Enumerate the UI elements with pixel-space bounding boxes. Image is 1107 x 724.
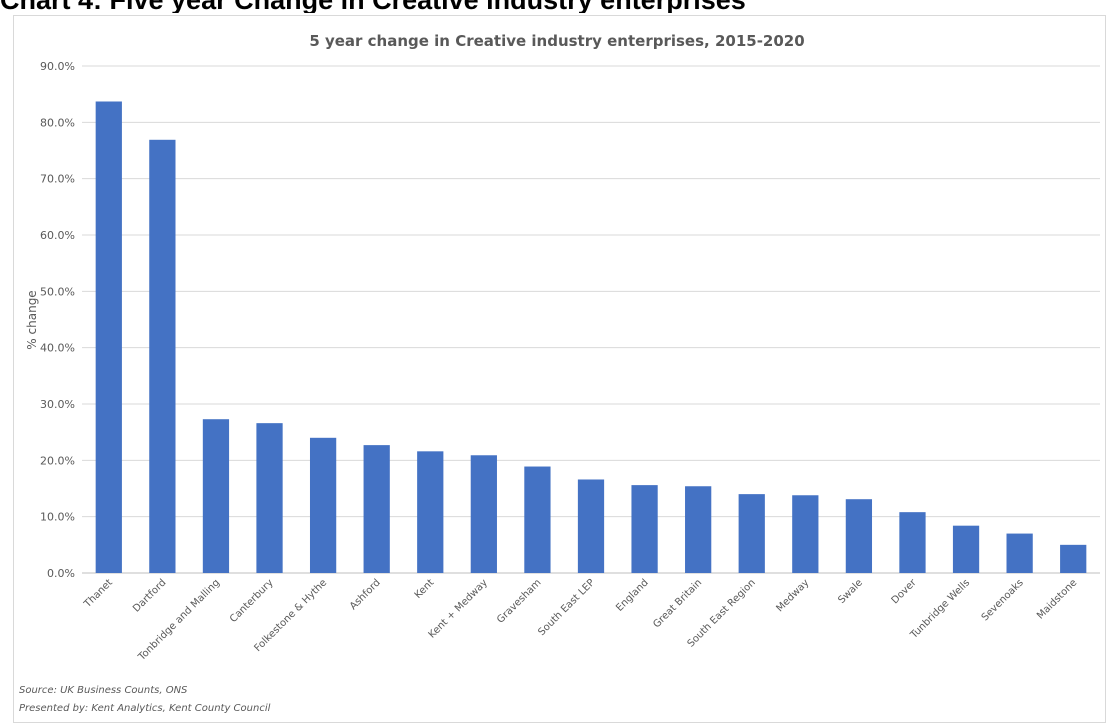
x-tick-label: England <box>614 577 650 613</box>
bar <box>417 451 444 573</box>
x-tick-label: Medway <box>774 577 811 614</box>
x-tick-label: Great Britain <box>651 577 704 630</box>
bar <box>792 495 819 573</box>
x-tick-label: Ashford <box>348 577 383 612</box>
y-axis-ticks: 0.0% 10.0% 20.0% 30.0% 40.0% 50.0% 60.0% 70.0% 8… <box>40 60 75 580</box>
bar <box>738 494 765 573</box>
bar <box>845 499 873 573</box>
chart-title: 5 year change in Creative industry enter… <box>309 32 804 50</box>
bar <box>470 455 497 573</box>
bar <box>899 512 926 573</box>
x-tick-label: Swale <box>836 577 865 606</box>
page-heading: Chart 4: Five year Change in Creative in… <box>0 0 1107 13</box>
y-tick-label: 90.0% <box>40 60 75 73</box>
y-tick-label: 0.0% <box>47 567 75 580</box>
x-tick-label: Canterbury <box>228 577 276 625</box>
presented-note: Presented by: Kent Analytics, Kent Count… <box>19 703 271 714</box>
bar <box>309 437 337 573</box>
x-tick-label: Maidstone <box>1035 577 1079 621</box>
bar <box>1060 544 1087 573</box>
chart-frame <box>13 15 1106 723</box>
y-tick-label: 20.0% <box>40 454 75 467</box>
x-tick-label: Kent <box>413 577 437 601</box>
bar <box>363 445 390 573</box>
y-tick-label: 30.0% <box>40 398 75 411</box>
bar <box>524 466 551 573</box>
x-tick-label: Thanet <box>82 577 115 610</box>
x-tick-label: Kent + Medway <box>427 577 490 640</box>
x-tick-label: Gravesham <box>495 577 543 625</box>
bar <box>952 525 980 573</box>
bars <box>95 101 1087 574</box>
y-tick-label: 50.0% <box>40 285 75 298</box>
bar <box>95 101 122 574</box>
y-axis-label: % change <box>25 290 39 349</box>
bar <box>577 479 605 573</box>
bar <box>149 139 176 573</box>
y-tick-label: 70.0% <box>40 173 75 186</box>
bar <box>202 419 230 573</box>
x-tick-label: Sevenoaks <box>980 577 1026 623</box>
y-tick-label: 40.0% <box>40 342 75 355</box>
bar <box>256 423 283 573</box>
y-tick-label: 60.0% <box>40 229 75 242</box>
gridlines <box>82 65 1100 574</box>
bar <box>1006 533 1033 573</box>
bar <box>685 486 712 573</box>
x-tick-label: South East LEP <box>536 577 597 638</box>
x-tick-label: Tunbridge Wells <box>908 577 972 641</box>
x-tick-label: Dartford <box>131 577 168 614</box>
bar <box>631 485 658 573</box>
y-tick-label: 80.0% <box>40 116 75 129</box>
x-tick-label: Dover <box>890 577 920 607</box>
y-tick-label: 10.0% <box>40 511 75 524</box>
source-note: Source: UK Business Counts, ONS <box>19 685 188 696</box>
